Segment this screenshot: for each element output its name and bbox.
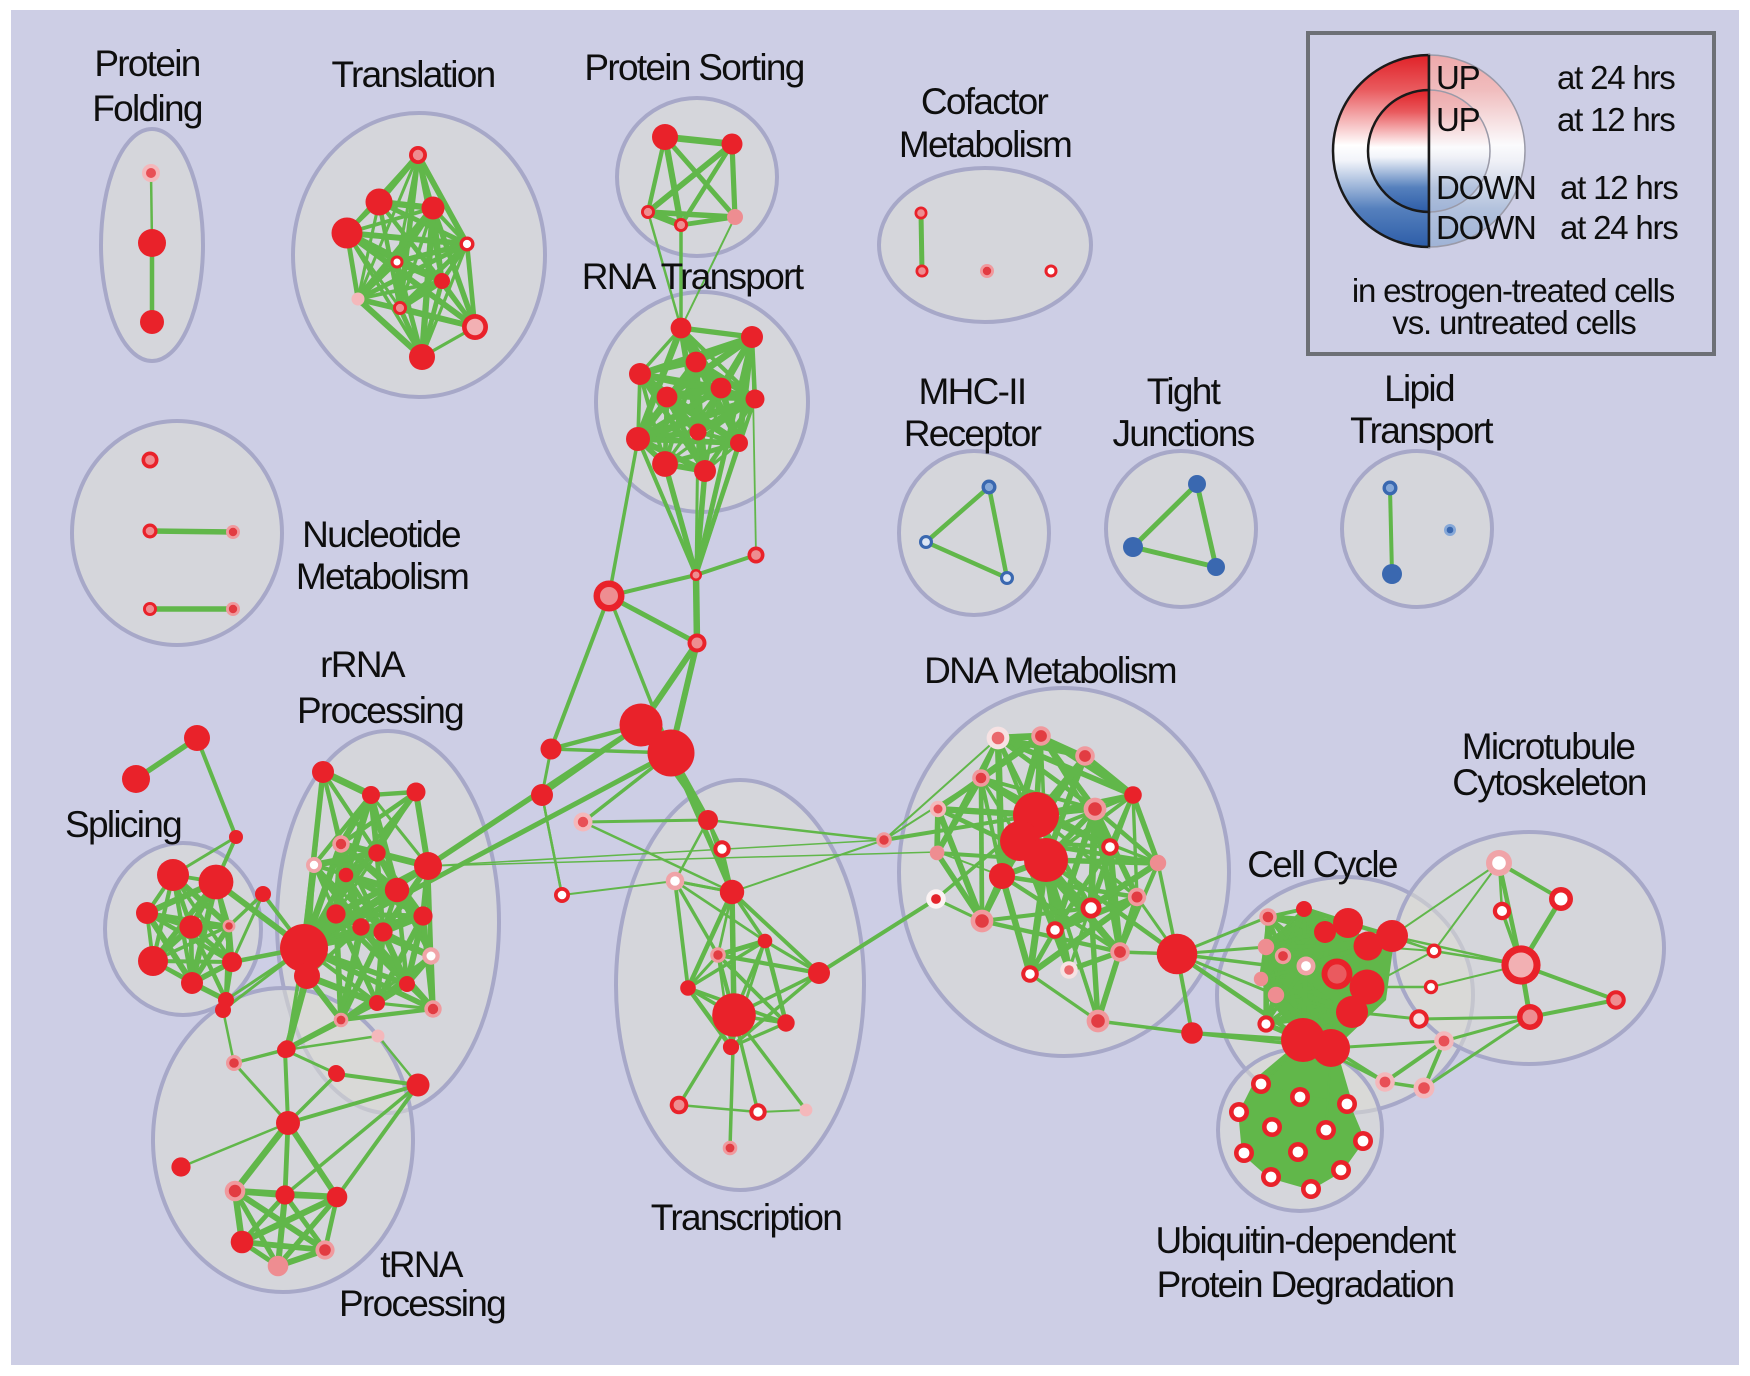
svg-text:vs. untreated cells: vs. untreated cells bbox=[1392, 304, 1636, 341]
svg-text:Transport: Transport bbox=[1350, 410, 1494, 451]
svg-text:Cytoskeleton: Cytoskeleton bbox=[1452, 762, 1646, 803]
svg-text:RNA Transport: RNA Transport bbox=[582, 256, 805, 297]
svg-text:Receptor: Receptor bbox=[904, 413, 1042, 454]
svg-text:Nucleotide: Nucleotide bbox=[302, 514, 460, 555]
svg-text:Cofactor: Cofactor bbox=[921, 81, 1049, 122]
svg-text:Processing: Processing bbox=[339, 1283, 505, 1324]
svg-text:Transcription: Transcription bbox=[651, 1197, 842, 1238]
svg-text:MHC-II: MHC-II bbox=[919, 371, 1026, 412]
svg-text:Processing: Processing bbox=[297, 690, 463, 731]
svg-text:at 12 hrs: at 12 hrs bbox=[1560, 169, 1678, 206]
svg-text:Microtubule: Microtubule bbox=[1462, 726, 1635, 767]
svg-text:UP: UP bbox=[1436, 101, 1480, 138]
svg-text:in estrogen-treated cells: in estrogen-treated cells bbox=[1352, 272, 1675, 309]
svg-text:Tight: Tight bbox=[1147, 371, 1222, 412]
svg-text:Junctions: Junctions bbox=[1112, 413, 1254, 454]
svg-text:Folding: Folding bbox=[92, 88, 202, 129]
svg-text:DOWN: DOWN bbox=[1436, 209, 1536, 246]
svg-text:Splicing: Splicing bbox=[65, 804, 181, 845]
svg-text:DOWN: DOWN bbox=[1436, 169, 1536, 206]
svg-text:Lipid: Lipid bbox=[1384, 368, 1454, 409]
svg-text:Metabolism: Metabolism bbox=[296, 556, 468, 597]
svg-text:Protein Degradation: Protein Degradation bbox=[1157, 1264, 1454, 1305]
svg-text:at 12 hrs: at 12 hrs bbox=[1557, 101, 1675, 138]
svg-text:rRNA: rRNA bbox=[320, 644, 406, 685]
svg-text:at 24 hrs: at 24 hrs bbox=[1560, 209, 1678, 246]
svg-text:tRNA: tRNA bbox=[380, 1244, 464, 1285]
svg-text:Translation: Translation bbox=[332, 54, 495, 95]
svg-text:Cell Cycle: Cell Cycle bbox=[1247, 844, 1397, 885]
svg-text:Protein: Protein bbox=[94, 43, 199, 84]
svg-text:DNA Metabolism: DNA Metabolism bbox=[924, 650, 1176, 691]
svg-text:Protein Sorting: Protein Sorting bbox=[584, 47, 803, 88]
svg-text:at 24 hrs: at 24 hrs bbox=[1557, 59, 1675, 96]
svg-text:Ubiquitin-dependent: Ubiquitin-dependent bbox=[1156, 1220, 1457, 1261]
svg-text:UP: UP bbox=[1436, 59, 1480, 96]
svg-text:Metabolism: Metabolism bbox=[899, 124, 1071, 165]
